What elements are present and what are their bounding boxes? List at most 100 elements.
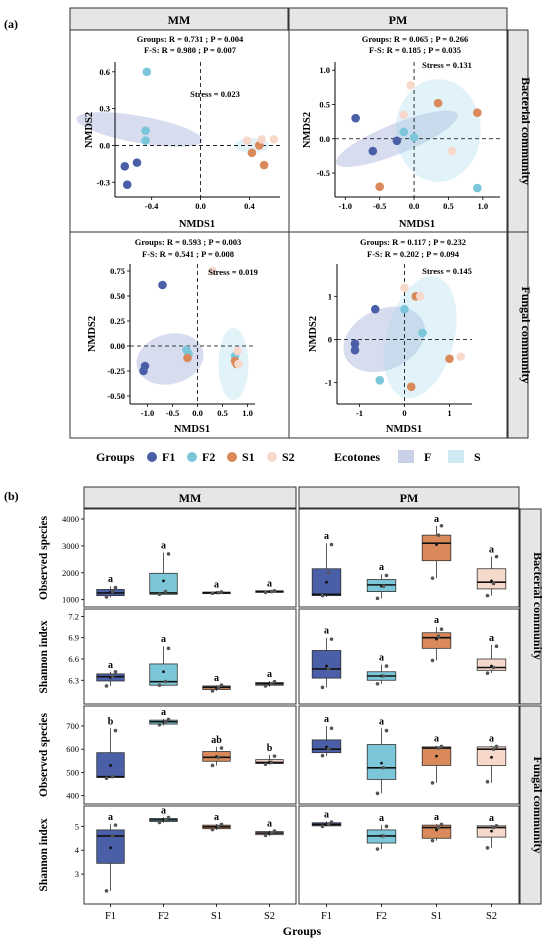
point-s2: [399, 110, 409, 120]
nmds-pm-bacterial: -1.0 -0.5 0.0 0.5 1.0 -0.5 0.0 0.5 1.0 NMDS1 NMDS2…: [302, 34, 500, 230]
sample-point: [166, 815, 171, 820]
sample-point: [216, 825, 221, 829]
sample-point: [163, 719, 168, 724]
y-tick-label: 4000: [62, 514, 79, 524]
y-tick-label: 500: [66, 767, 79, 777]
x-tick-label: 0.5: [217, 408, 228, 418]
sample-point: [110, 674, 115, 678]
sample-point: [494, 644, 499, 649]
legend-f2-label: F2: [202, 450, 215, 464]
x-tick-label: -1: [356, 408, 363, 418]
sig-letter: a: [108, 574, 113, 585]
x-tick-label: 1.0: [242, 408, 253, 418]
sample-point: [430, 658, 435, 663]
box-mm-obs-bac: 1000 2000 3000 4000 a a a a Observed species: [38, 508, 297, 608]
sample-point: [326, 747, 331, 751]
mean-point: [162, 579, 165, 583]
x-axis-label: Groups: [283, 924, 322, 938]
point-s2: [456, 352, 466, 361]
stats-groups: Groups: R = 0.117 ; P = 0.232: [360, 237, 466, 247]
sample-point: [216, 686, 221, 690]
sig-letter: a: [489, 545, 494, 556]
sample-point: [485, 671, 490, 675]
sample-point: [163, 589, 168, 594]
point-s2: [447, 146, 457, 156]
sample-point: [110, 834, 115, 838]
sample-point: [157, 592, 162, 597]
legend-f2-swatch: [187, 452, 197, 462]
x-tick-label: 1: [447, 408, 451, 418]
sample-point: [439, 523, 444, 528]
sample-point: [320, 753, 325, 758]
box-s1: [421, 824, 452, 839]
sample-point: [384, 728, 389, 733]
sample-point: [384, 824, 389, 829]
sig-letter: a: [214, 580, 219, 591]
sample-point: [326, 570, 331, 575]
point-s2: [233, 346, 242, 356]
stress-label: Stress = 0.023: [190, 89, 240, 99]
mean-point: [490, 579, 493, 583]
x-tick-label: S2: [486, 911, 497, 922]
sample-point: [219, 746, 224, 750]
sample-point: [384, 573, 389, 578]
sample-point: [216, 590, 221, 595]
y-tick-label: 0.0: [319, 134, 330, 144]
point-s1: [473, 108, 482, 118]
mean-point: [435, 754, 438, 758]
y-tick-label: -0.5: [317, 168, 330, 178]
x-tick-label: S1: [431, 911, 442, 922]
y-tick-label: 2000: [62, 568, 79, 578]
sample-point: [494, 824, 499, 828]
point-s1: [247, 148, 257, 158]
box-f2: [149, 572, 178, 595]
point-s1: [183, 353, 192, 363]
y-tick-label: 0.00: [110, 341, 125, 351]
sig-letter: a: [161, 707, 166, 718]
sig-letter: a: [108, 660, 113, 671]
y-tick-label: 4: [75, 845, 80, 855]
mean-point: [490, 755, 493, 759]
point-s2: [208, 266, 217, 276]
nmds-mm-bacterial: -0.4 0.0 0.4 -0.3 0.0 0.3 0.6 NMDS1 NMDS2 Groups:…: [76, 34, 280, 230]
y-tick-label: -0.3: [97, 177, 110, 187]
sample-point: [436, 825, 441, 830]
legend-ecotones-title: Ecotones: [334, 450, 380, 464]
sig-letter: a: [267, 819, 272, 830]
sample-point: [210, 827, 215, 832]
sample-point: [263, 833, 268, 838]
stats-fs: F-S: R = 0.185 ; P = 0.035: [369, 45, 461, 55]
point-f1: [368, 146, 378, 156]
sample-point: [491, 665, 496, 670]
legend-s2-swatch: [267, 452, 277, 462]
x-tick-label: -0.5: [373, 201, 386, 211]
point-f2: [400, 304, 409, 314]
row-header-bacterial-b-label: Bacterial community: [531, 552, 545, 660]
row-header-fungal-b: [519, 705, 542, 905]
sample-point: [166, 717, 171, 722]
sample-point: [430, 838, 435, 843]
sig-letter: a: [214, 812, 219, 823]
row-header-fungal-a: [507, 231, 529, 439]
sample-point: [329, 820, 334, 824]
sample-point: [272, 679, 277, 684]
box-mm-sha-fun: 3 4 5 a a a a F1 F2 S1 S2 Groups Shannon index: [38, 805, 322, 938]
sample-point: [329, 542, 334, 547]
panel-a-headers: MM PM Bacterial community Fungal communi…: [69, 7, 533, 439]
sig-letter: a: [267, 669, 272, 680]
stats-groups: Groups: R = 0.065 ; P = 0.266: [362, 34, 469, 44]
y-axis-label: NMDS2: [302, 112, 313, 148]
sample-point: [381, 674, 386, 678]
y-axis-label: NMDS2: [87, 316, 98, 352]
col-header-pm-b: [298, 486, 520, 509]
box-f2: [149, 663, 178, 686]
sample-point: [381, 834, 386, 838]
sample-point: [272, 588, 277, 593]
plot-frame: [298, 805, 520, 905]
x-tick-label: 0.0: [409, 201, 420, 211]
mean-point: [325, 745, 328, 749]
sample-point: [166, 646, 171, 651]
point-f2: [399, 127, 409, 137]
sample-point: [157, 820, 162, 825]
row-header-bacterial-a-label: Bacterial community: [519, 77, 533, 185]
